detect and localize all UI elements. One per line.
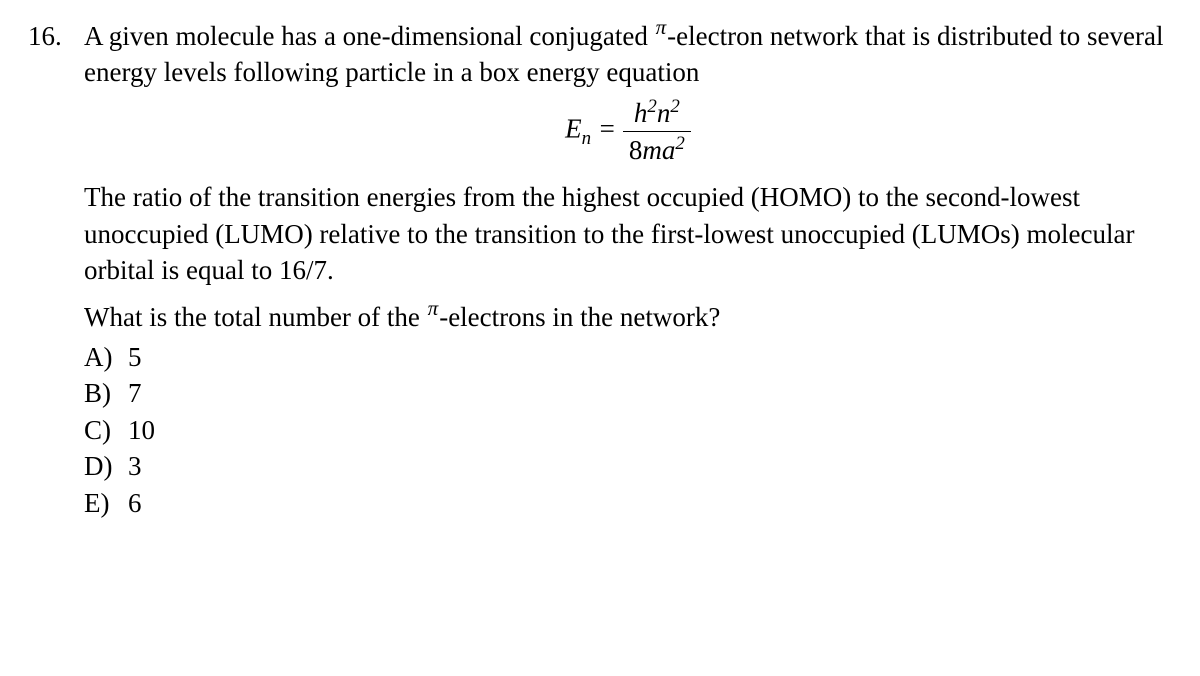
text: -electrons in the network?	[439, 302, 720, 332]
option-b[interactable]: B) 7	[84, 375, 1172, 411]
option-label: C)	[84, 412, 128, 448]
eq-8: 8	[629, 135, 643, 165]
question-body: A given molecule has a one-dimensional c…	[84, 18, 1172, 521]
energy-equation: En = h2n28ma2	[84, 97, 1172, 165]
eq-sq: 2	[675, 133, 684, 154]
pi-symbol: π	[427, 294, 440, 322]
eq-sub-n: n	[582, 128, 591, 149]
question-number: 16.	[28, 18, 84, 521]
option-d[interactable]: D) 3	[84, 448, 1172, 484]
question-paragraph-3: What is the total number of the π-electr…	[84, 299, 1172, 335]
option-value: 3	[128, 448, 142, 484]
eq-h: h	[634, 98, 648, 128]
option-value: 6	[128, 485, 142, 521]
text: What is the total number of the	[84, 302, 427, 332]
question-paragraph-1: A given molecule has a one-dimensional c…	[84, 18, 1172, 91]
eq-m: m	[642, 135, 662, 165]
answer-options: A) 5 B) 7 C) 10 D) 3 E) 6	[84, 339, 1172, 521]
eq-fraction: h2n28ma2	[623, 97, 691, 165]
eq-E: E	[565, 113, 582, 143]
option-value: 10	[128, 412, 155, 448]
option-value: 5	[128, 339, 142, 375]
question-paragraph-2: The ratio of the transition energies fro…	[84, 179, 1172, 288]
option-label: B)	[84, 375, 128, 411]
option-label: A)	[84, 339, 128, 375]
eq-numerator: h2n2	[623, 97, 691, 132]
option-value: 7	[128, 375, 142, 411]
question-block: 16. A given molecule has a one-dimension…	[28, 18, 1172, 521]
option-label: E)	[84, 485, 128, 521]
eq-equals: =	[591, 113, 623, 143]
eq-denominator: 8ma2	[623, 132, 691, 166]
eq-sq: 2	[647, 96, 656, 117]
eq-n: n	[657, 98, 671, 128]
text: A given molecule has a one-dimensional c…	[84, 21, 655, 51]
option-a[interactable]: A) 5	[84, 339, 1172, 375]
option-c[interactable]: C) 10	[84, 412, 1172, 448]
option-e[interactable]: E) 6	[84, 485, 1172, 521]
option-label: D)	[84, 448, 128, 484]
eq-sq: 2	[670, 96, 679, 117]
eq-a: a	[662, 135, 676, 165]
pi-symbol: π	[655, 13, 668, 41]
